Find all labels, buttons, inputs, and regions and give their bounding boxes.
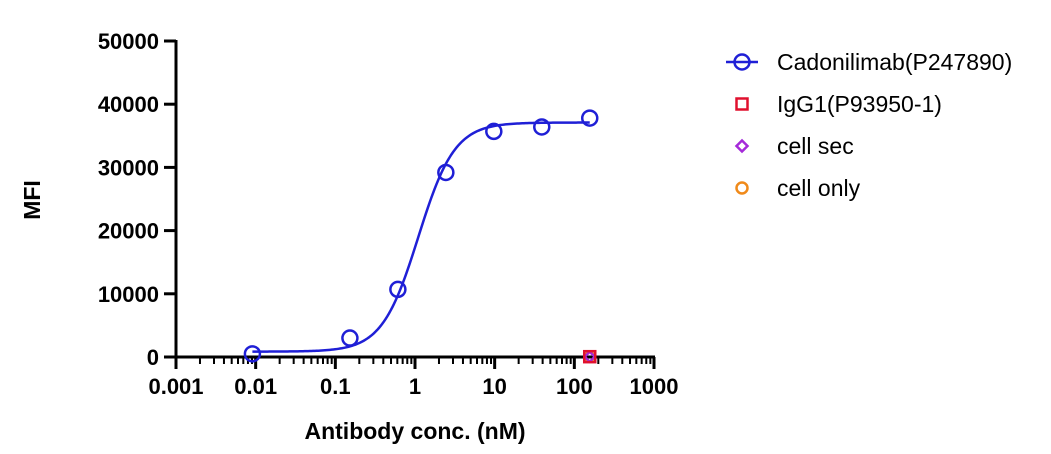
x-tick-label: 0.01 (234, 374, 277, 399)
x-axis-title: Antibody conc. (nM) (304, 418, 525, 444)
legend-label: IgG1(P93950-1) (777, 91, 942, 117)
y-tick-label: 40000 (98, 92, 159, 117)
legend-entry: cell sec (734, 133, 854, 159)
legend-entry: Cadonilimab(P247890) (726, 49, 1012, 75)
legend-label: cell only (777, 175, 861, 201)
legend-marker (733, 53, 751, 71)
y-tick-label: 0 (147, 345, 159, 370)
x-tick-label: 0.001 (148, 374, 203, 399)
legend-label: Cadonilimab(P247890) (777, 49, 1012, 75)
data-point (437, 163, 455, 182)
data-point (485, 122, 503, 141)
legend-label: cell sec (777, 133, 854, 159)
y-tick-label: 50000 (98, 29, 159, 54)
x-tick-label: 100 (556, 374, 593, 399)
legend-marker (735, 97, 749, 111)
fit-curve (252, 121, 590, 353)
legend-entry: cell only (735, 175, 861, 201)
x-tick-label: 10 (482, 374, 506, 399)
x-tick-label: 1 (409, 374, 421, 399)
data-point (533, 118, 551, 136)
x-tick-label: 1000 (630, 374, 679, 399)
legend: Cadonilimab(P247890) IgG1(P93950-1) cell s… (726, 49, 1012, 201)
legend-marker (735, 181, 749, 195)
data-point (582, 349, 597, 364)
axes: 0 10000 20000 30000 40000 50000 0.001 0.01 0.1 1 1… (98, 29, 679, 399)
y-axis-title: MFI (19, 180, 45, 220)
plot-area (243, 109, 599, 364)
y-tick-label: 20000 (98, 219, 159, 244)
data-point (341, 329, 359, 347)
y-tick-label: 10000 (98, 282, 159, 307)
data-point (389, 280, 407, 299)
legend-entry: IgG1(P93950-1) (735, 91, 942, 117)
x-tick-label: 0.1 (320, 374, 351, 399)
legend-marker (734, 138, 750, 154)
data-point (243, 345, 262, 363)
data-point (580, 109, 599, 127)
y-tick-label: 30000 (98, 155, 159, 180)
